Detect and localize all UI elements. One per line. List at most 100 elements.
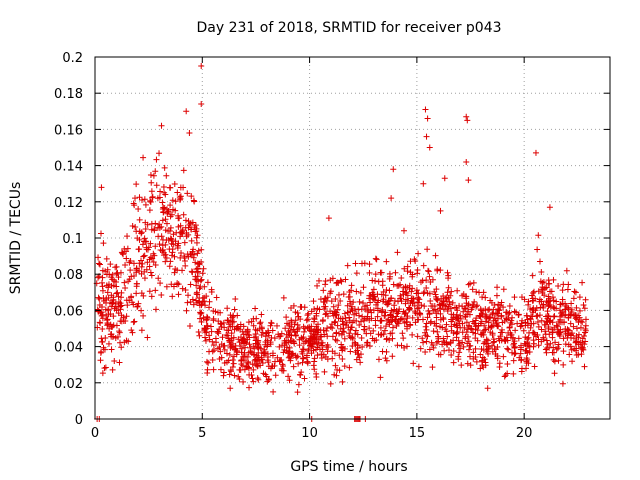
data-point <box>255 376 262 383</box>
data-point <box>95 274 102 281</box>
data-point <box>422 106 429 113</box>
data-point <box>372 255 379 262</box>
data-point <box>314 352 321 359</box>
data-point <box>122 261 129 268</box>
data-point <box>153 182 160 189</box>
data-point <box>203 358 210 365</box>
data-point <box>134 303 141 310</box>
data-point <box>485 319 492 326</box>
data-point <box>381 327 388 334</box>
data-point <box>547 340 554 347</box>
data-point <box>262 333 269 340</box>
data-point <box>535 232 542 239</box>
data-point <box>128 294 135 301</box>
data-point <box>182 287 189 294</box>
data-point <box>341 335 348 342</box>
data-point <box>311 315 318 322</box>
data-point <box>517 350 524 357</box>
data-point <box>397 316 404 323</box>
data-point <box>322 281 329 288</box>
data-point <box>104 266 111 273</box>
data-point <box>214 329 221 336</box>
data-point <box>310 298 317 305</box>
data-point <box>147 198 154 205</box>
data-point <box>339 355 346 362</box>
data-point <box>108 346 115 353</box>
data-point <box>179 227 186 234</box>
data-point <box>434 328 441 335</box>
data-point <box>420 180 427 187</box>
data-point <box>227 344 234 351</box>
data-point <box>389 335 396 342</box>
data-point <box>472 326 479 333</box>
data-point <box>295 381 302 388</box>
data-point <box>482 311 489 318</box>
data-point <box>414 310 421 317</box>
data-point <box>561 312 568 319</box>
data-point <box>118 318 125 325</box>
data-point <box>486 315 493 322</box>
data-point <box>368 315 375 322</box>
data-point <box>504 345 511 352</box>
data-point <box>298 369 305 376</box>
data-point <box>336 330 343 337</box>
data-point <box>169 197 176 204</box>
data-point <box>323 310 330 317</box>
data-point <box>178 249 185 256</box>
data-point <box>399 330 406 337</box>
data-point <box>103 299 110 306</box>
data-point <box>417 311 424 318</box>
data-point <box>575 334 582 341</box>
data-point <box>254 340 261 347</box>
data-point <box>261 349 268 356</box>
data-point <box>250 366 257 373</box>
data-point <box>488 323 495 330</box>
data-point <box>444 269 451 276</box>
data-point <box>158 223 165 230</box>
data-point <box>553 298 560 305</box>
data-point <box>189 269 196 276</box>
data-point <box>124 233 131 240</box>
data-point <box>272 358 279 365</box>
data-point <box>545 277 552 284</box>
data-point <box>123 313 130 320</box>
data-point <box>279 342 286 349</box>
data-point <box>186 221 193 228</box>
data-point <box>434 297 441 304</box>
data-point <box>330 312 337 319</box>
data-point <box>301 375 308 382</box>
data-point <box>140 154 147 161</box>
data-point <box>480 364 487 371</box>
data-point <box>372 271 379 278</box>
data-point <box>559 296 566 303</box>
data-point <box>467 362 474 369</box>
data-point <box>546 301 553 308</box>
data-point <box>457 324 464 331</box>
data-point <box>579 279 586 286</box>
data-point <box>239 362 246 369</box>
data-point <box>334 366 341 373</box>
data-point <box>356 354 363 361</box>
data-point <box>329 275 336 282</box>
data-point <box>450 329 457 336</box>
data-point <box>470 349 477 356</box>
data-point <box>276 343 283 350</box>
data-point <box>337 298 344 305</box>
data-point <box>556 329 563 336</box>
data-point <box>140 253 147 260</box>
data-point <box>456 349 463 356</box>
data-point <box>198 309 205 316</box>
data-point <box>453 322 460 329</box>
data-point <box>315 341 322 348</box>
data-point <box>292 309 299 316</box>
data-point <box>448 288 455 295</box>
data-point <box>419 316 426 323</box>
data-point <box>162 191 169 198</box>
data-point <box>414 316 421 323</box>
data-point <box>159 199 166 206</box>
data-point <box>556 307 563 314</box>
data-point <box>386 287 393 294</box>
data-point <box>464 326 471 333</box>
data-point <box>420 290 427 297</box>
data-point <box>283 314 290 321</box>
